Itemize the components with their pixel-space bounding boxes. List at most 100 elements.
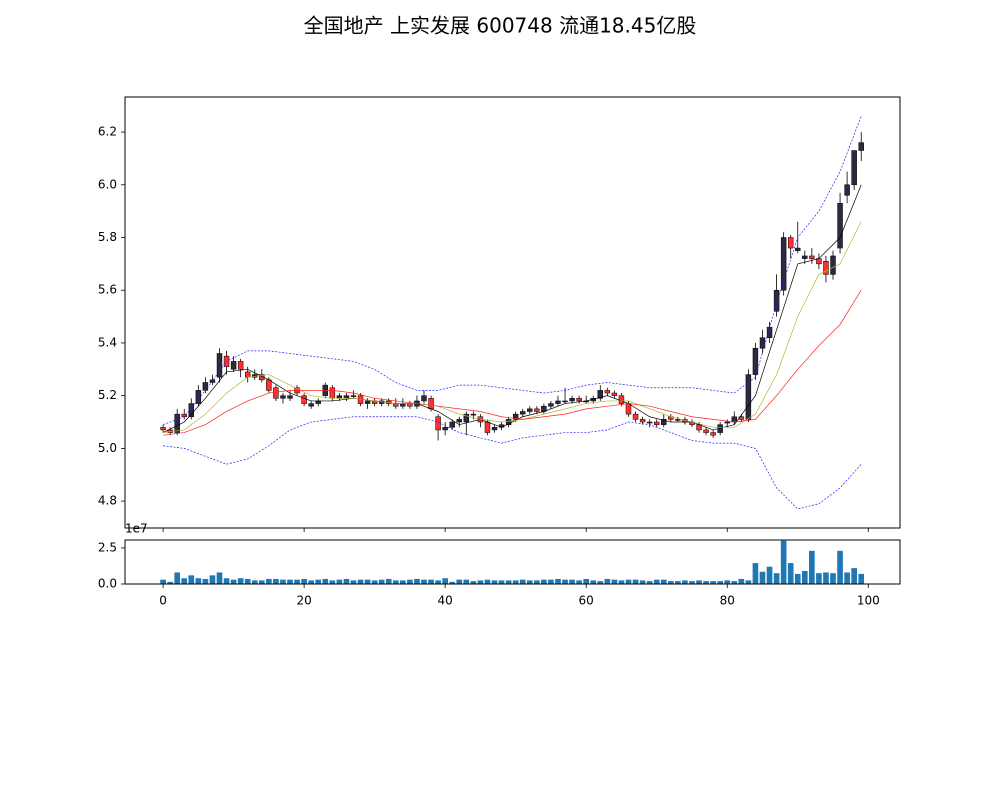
candle-body xyxy=(421,395,427,402)
volume-bar xyxy=(498,580,505,584)
volume-bar xyxy=(209,575,216,584)
volume-bar xyxy=(392,580,399,584)
candle-body xyxy=(160,427,166,431)
volume-bar xyxy=(710,581,716,584)
candle-body xyxy=(428,398,434,410)
candle-body xyxy=(752,347,759,375)
volume-bar xyxy=(315,579,322,584)
axes-frame xyxy=(124,539,901,585)
volume-bar xyxy=(230,579,237,584)
volume-bar xyxy=(519,579,526,584)
candle-body xyxy=(308,403,314,407)
candle-body xyxy=(491,427,498,431)
candle-body xyxy=(336,395,343,399)
candle-body xyxy=(639,419,646,423)
volume-bar xyxy=(385,578,392,584)
volume-bar xyxy=(590,580,597,584)
candle-body xyxy=(343,395,350,399)
candle-body xyxy=(301,395,307,404)
candle-body xyxy=(548,403,554,407)
candle-body xyxy=(787,237,794,249)
volume-bar xyxy=(167,581,173,584)
y-tick-label: 0.0 xyxy=(98,577,117,591)
volume-bar xyxy=(428,579,434,584)
y-tick-label: 6.2 xyxy=(98,125,117,139)
candle-body xyxy=(646,421,653,424)
candle-body xyxy=(844,184,850,196)
candle-body xyxy=(287,395,293,399)
volume-bar xyxy=(449,581,456,584)
candle-body xyxy=(505,419,512,425)
y-tick-label: 2.5 xyxy=(98,540,117,554)
candle-body xyxy=(520,411,526,415)
candle-body xyxy=(830,255,836,275)
candle-body xyxy=(527,408,533,412)
candle-body xyxy=(837,202,843,249)
volume-bar xyxy=(639,580,646,584)
candle-body xyxy=(816,258,822,265)
y-tick-label: 5.8 xyxy=(98,230,117,244)
volume-bar xyxy=(745,580,752,584)
candle-body xyxy=(407,403,413,407)
volume-bar xyxy=(301,578,307,584)
candle-body xyxy=(625,403,632,415)
volume-bar xyxy=(752,563,759,584)
candle-body xyxy=(823,260,829,275)
volume-bar xyxy=(308,580,314,584)
candle-body xyxy=(230,361,237,370)
candle-body xyxy=(188,403,195,418)
volume-bar xyxy=(562,579,568,584)
volume-bar xyxy=(442,578,448,584)
volume-bar xyxy=(421,579,427,584)
volume-bar xyxy=(505,580,512,584)
candle-body xyxy=(400,403,406,407)
volume-bar xyxy=(287,579,293,584)
candle-body xyxy=(745,374,752,420)
volume-bar xyxy=(216,572,223,584)
candle-body xyxy=(202,382,209,391)
volume-bar xyxy=(237,578,244,584)
candle-body xyxy=(555,400,561,404)
volume-bar xyxy=(675,581,681,584)
x-tick-label: 60 xyxy=(579,594,594,608)
candle-body xyxy=(280,395,286,399)
volume-bar xyxy=(357,579,364,584)
volume-bar xyxy=(350,580,357,584)
candle-body xyxy=(795,247,801,251)
volume-bar xyxy=(667,581,674,584)
volume-bar xyxy=(569,579,575,584)
volume-bar xyxy=(816,573,822,584)
candle-body xyxy=(597,390,604,399)
volume-bar xyxy=(181,578,188,584)
volume-bar xyxy=(604,578,611,584)
y-tick-label: 5.6 xyxy=(98,283,117,297)
candle-body xyxy=(350,395,357,397)
candle-body xyxy=(809,255,815,259)
candle-body xyxy=(266,379,272,391)
x-tick-label: 80 xyxy=(720,594,735,608)
volume-bar xyxy=(160,579,166,584)
volume-bar xyxy=(336,579,343,584)
volume-bar xyxy=(823,572,829,584)
volume-bar xyxy=(512,580,519,584)
volume-bar xyxy=(266,578,272,584)
candle-body xyxy=(780,237,787,291)
candle-body xyxy=(484,421,491,433)
ma-line xyxy=(162,184,862,433)
volume-bar xyxy=(724,580,731,584)
volume-bar xyxy=(773,573,780,584)
y-tick-label: 5.2 xyxy=(98,388,117,402)
candle-body xyxy=(174,413,180,433)
volume-bar xyxy=(738,578,745,584)
candle-body xyxy=(661,419,667,425)
x-tick-label: 20 xyxy=(296,594,311,608)
volume-bar xyxy=(407,579,413,584)
candle-body xyxy=(456,419,462,423)
volume-bar xyxy=(689,581,695,584)
candle-body xyxy=(653,421,660,425)
candle-body xyxy=(435,416,441,431)
volume-bar xyxy=(371,580,378,584)
volume-bar xyxy=(223,578,230,584)
volume-bar xyxy=(244,578,251,584)
candle-body xyxy=(364,400,371,404)
